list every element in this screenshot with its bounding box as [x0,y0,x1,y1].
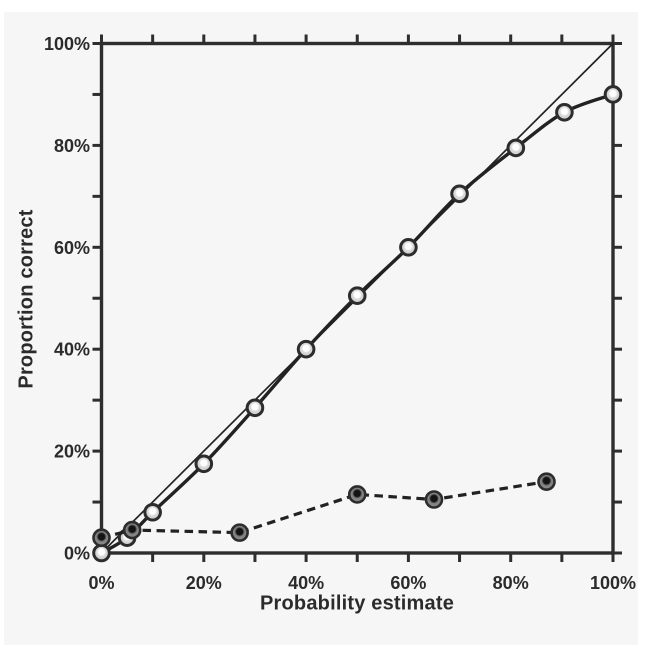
open-circle-marker [245,398,265,418]
y-tick-label: 60% [54,238,90,258]
filled-circle-marker [92,528,111,548]
y-tick-label: 80% [54,136,90,156]
x-tick-label: 0% [88,573,114,593]
filled-circle-marker [122,520,142,540]
overconfident-curve [92,472,556,548]
solid-series-line [99,92,615,555]
x-tick-label: 60% [390,573,426,593]
y-tick-labels: 0% 20% 40% 60% 80% 100% [44,34,90,564]
x-tick-label: 100% [590,573,636,593]
plot-box [99,41,615,555]
open-circle-marker [506,138,526,158]
dashed-series-line [101,480,547,540]
open-circle-marker [194,454,214,474]
open-circle-marker [603,85,623,104]
y-tick-label: 0% [64,544,90,564]
y-tick-label: 20% [54,442,90,462]
open-circle-marker [347,286,367,306]
filled-circle-marker [347,485,367,504]
y-tick-label: 100% [44,34,90,54]
x-tick-labels: 0% 20% 40% 60% 80% 100% [88,573,636,593]
open-circle-marker [450,184,469,204]
filled-circle-marker [424,490,444,509]
y-axis-title: Proportion correct [15,209,38,389]
open-circle-marker [555,102,574,122]
well-calibrated-curve [92,85,623,563]
x-axis-title: Probability estimate [259,592,455,615]
open-circle-marker [399,238,418,257]
open-circle-marker [92,543,111,563]
y-tick-label: 40% [54,340,90,360]
x-tick-label: 80% [493,573,529,593]
x-tick-label: 20% [186,573,222,593]
open-circle-marker [296,339,316,359]
x-tick-label: 40% [288,573,324,593]
filled-circle-marker [230,523,249,542]
filled-circle-marker [537,472,556,491]
open-circle-marker [143,502,162,522]
